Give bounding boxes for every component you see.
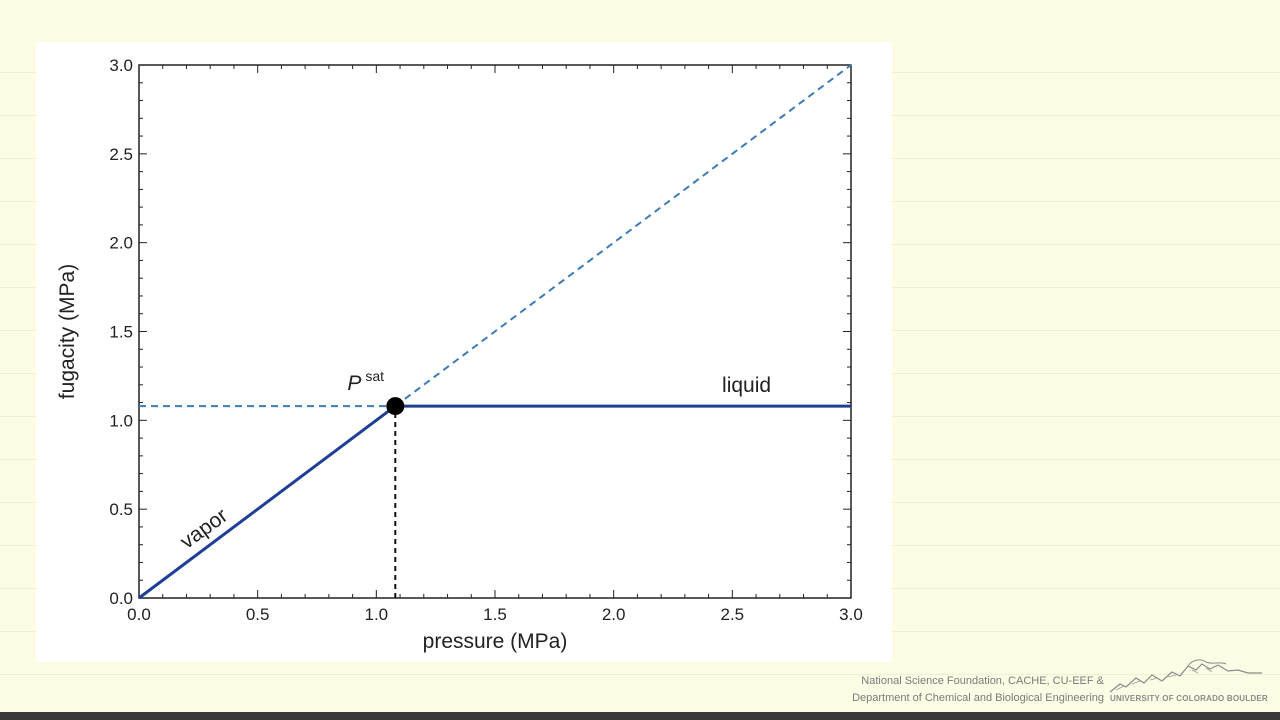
- y-tick-label: 2.5: [109, 145, 133, 164]
- bottom-bar: [0, 712, 1280, 720]
- y-tick-label: 1.5: [109, 323, 133, 342]
- y-axis-title: fugacity (MPa): [56, 264, 79, 399]
- x-tick-label: 1.5: [483, 605, 507, 624]
- psat-superscript: sat: [365, 368, 384, 384]
- dashed-line-2: [394, 64, 852, 407]
- fugacity-chart: 0.0 0.5 1.0 1.5 2.0 2.5 3.0 0.0 0.5 1.0 1.5 2.0 2.5 3…: [56, 56, 863, 653]
- y-tick-label: 0.5: [109, 500, 133, 519]
- y-tick-label: 1.0: [109, 411, 133, 430]
- x-tick-label: 2.5: [721, 605, 745, 624]
- vapor-line: [138, 404, 397, 600]
- x-tick-label: 2.0: [602, 605, 626, 624]
- footer-credits: National Science Foundation, CACHE, CU-E…: [852, 673, 1104, 707]
- liquid-label: liquid: [722, 374, 771, 397]
- y-tick-label: 2.0: [109, 234, 133, 253]
- psat-label: P: [347, 372, 361, 395]
- x-tick-label: 0.5: [246, 605, 270, 624]
- x-tick-label: 1.0: [365, 605, 389, 624]
- y-tick-label: 0.0: [109, 589, 133, 608]
- y-tick-label: 3.0: [109, 56, 133, 75]
- x-axis-title: pressure (MPa): [423, 630, 568, 653]
- x-tick-label: 3.0: [839, 605, 863, 624]
- mountain-logo-icon: [1109, 659, 1262, 693]
- x-tick-label: 0.0: [127, 605, 151, 624]
- vapor-label: vapor: [176, 504, 232, 553]
- footer-line-1: National Science Foundation, CACHE, CU-E…: [861, 675, 1104, 687]
- saturation-point: [386, 397, 405, 416]
- chart-card: 0.0 0.5 1.0 1.5 2.0 2.5 3.0 0.0 0.5 1.0 1.5 2.0 2.5 3…: [36, 42, 892, 662]
- footer-line-2: Department of Chemical and Biological En…: [852, 692, 1104, 704]
- logo-text: UNIVERSITY OF COLORADO BOULDER: [1110, 694, 1268, 703]
